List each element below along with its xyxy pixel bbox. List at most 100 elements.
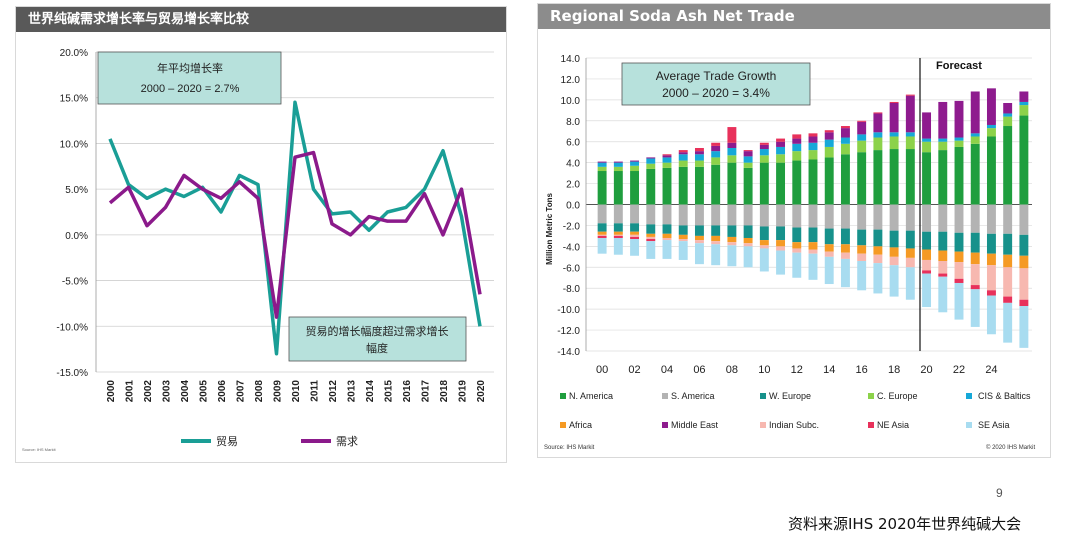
bar-segment-w-europe — [986, 233, 996, 254]
bar-segment-se-asia — [694, 243, 704, 265]
bar-segment-ne-asia — [808, 133, 818, 137]
bar-segment-se-asia — [840, 258, 850, 288]
bar-segment-c-europe — [1003, 116, 1013, 127]
bar-segment-indian-subc- — [857, 253, 867, 262]
left-xtick-label: 2013 — [347, 380, 358, 403]
left-note-box: 贸易的增长幅度超过需求增长 幅度 — [288, 316, 467, 362]
bar-segment-cis-baltics — [662, 157, 672, 163]
bar-segment-africa — [938, 250, 948, 262]
bar-segment-c-europe — [662, 162, 672, 168]
bar-segment-c-europe — [792, 151, 802, 161]
bar-segment-se-asia — [1019, 306, 1029, 348]
bar-segment-africa — [694, 235, 704, 241]
legend-label-trade: 贸易 — [216, 435, 238, 448]
bar-segment-middle-east — [597, 161, 607, 163]
bar-segment-ne-asia — [597, 235, 607, 238]
bar-segment-w-europe — [711, 225, 721, 236]
bar-segment-n-america — [630, 171, 640, 205]
legend-swatch — [662, 422, 668, 428]
bar-segment-cis-baltics — [1019, 101, 1029, 106]
bar-segment-africa — [776, 240, 786, 247]
bar-segment-w-europe — [792, 227, 802, 243]
bar-segment-se-asia — [1003, 302, 1013, 343]
bar-segment-indian-subc- — [840, 252, 850, 259]
bar-segment-s-america — [808, 204, 818, 228]
legend-label: Indian Subc. — [769, 420, 819, 430]
right-xtick-label: 02 — [628, 364, 640, 376]
bar-segment-n-america — [792, 160, 802, 205]
right-ytick-label: -2.0 — [563, 221, 581, 232]
legend-swatch — [560, 422, 566, 428]
legend-label: CIS & Baltics — [978, 391, 1031, 401]
left-ytick-label: 5.0% — [65, 185, 88, 196]
bar-segment-indian-subc- — [873, 254, 883, 264]
bar-segment-w-europe — [1019, 234, 1029, 256]
left-avg-box-line1: 年平均增长率 — [157, 61, 223, 75]
bar-segment-ne-asia — [922, 270, 932, 274]
left-avg-box: 年平均增长率 2000 – 2020 = 2.7% — [97, 51, 282, 105]
bar-segment-ne-asia — [840, 126, 850, 129]
left-xtick-label: 2016 — [402, 380, 413, 403]
bar-segment-indian-subc- — [694, 240, 704, 244]
bar-segment-africa — [922, 249, 932, 260]
bar-segment-se-asia — [776, 250, 786, 275]
bar-segment-s-america — [905, 204, 915, 231]
bar-segment-s-america — [1019, 204, 1029, 235]
right-ytick-label: -14.0 — [557, 347, 580, 358]
right-ytick-label: -12.0 — [557, 326, 580, 337]
left-xtick-label: 2000 — [106, 380, 117, 403]
bar-segment-middle-east — [743, 151, 753, 157]
bar-segment-n-america — [727, 162, 737, 205]
right-ytick-label: 0.0 — [566, 201, 580, 212]
bar-segment-middle-east — [646, 157, 656, 159]
left-xtick-label: 2012 — [328, 380, 339, 403]
bar-segment-se-asia — [889, 265, 899, 297]
bar-segment-c-europe — [613, 166, 623, 172]
legend-swatch — [868, 393, 874, 399]
bar-segment-c-europe — [1019, 105, 1029, 116]
bar-segment-ne-asia — [857, 120, 867, 122]
bar-segment-africa — [954, 251, 964, 263]
bar-segment-c-europe — [743, 162, 753, 168]
bar-segment-africa — [824, 244, 834, 252]
bar-segment-w-europe — [662, 224, 672, 234]
bar-segment-middle-east — [678, 152, 688, 155]
bar-segment-n-america — [840, 154, 850, 205]
bar-segment-w-europe — [808, 227, 818, 243]
legend-label: Africa — [569, 420, 592, 430]
bar-segment-africa — [630, 231, 640, 235]
bar-segment-indian-subc- — [678, 239, 688, 242]
bar-segment-cis-baltics — [970, 133, 980, 137]
legend-label: Middle East — [671, 420, 719, 430]
bar-segment-cis-baltics — [986, 124, 996, 129]
bar-segment-africa — [662, 233, 672, 238]
bar-segment-c-europe — [938, 141, 948, 151]
left-xtick-label: 2017 — [421, 380, 432, 403]
bar-segment-middle-east — [922, 112, 932, 139]
bar-segment-middle-east — [857, 121, 867, 135]
bar-segment-cis-baltics — [922, 138, 932, 142]
bar-segment-se-asia — [662, 240, 672, 259]
bar-segment-c-europe — [905, 136, 915, 150]
bar-segment-ne-asia — [970, 285, 980, 290]
bar-segment-indian-subc- — [727, 242, 737, 246]
left-ytick-label: 10.0% — [60, 139, 88, 150]
right-xtick-label: 08 — [726, 364, 738, 376]
bar-segment-ne-asia — [889, 101, 899, 103]
bar-segment-w-europe — [646, 224, 656, 234]
right-copyright: © 2020 IHS Markit — [986, 444, 1035, 451]
bar-segment-se-asia — [986, 295, 996, 335]
legend-label: W. Europe — [769, 391, 811, 401]
legend-swatch — [760, 422, 766, 428]
bar-segment-middle-east — [711, 145, 721, 152]
right-source: Source: IHS Markit — [544, 445, 595, 451]
bar-segment-ne-asia — [1019, 299, 1029, 307]
bar-segment-cis-baltics — [776, 146, 786, 155]
bar-segment-w-europe — [857, 229, 867, 246]
left-xtick-label: 2002 — [143, 380, 154, 403]
left-xtick-label: 2018 — [439, 380, 450, 403]
bar-segment-w-europe — [694, 225, 704, 236]
bar-segment-s-america — [630, 204, 640, 224]
left-xtick-label: 2007 — [236, 380, 247, 403]
left-xtick-label: 2004 — [180, 380, 191, 403]
